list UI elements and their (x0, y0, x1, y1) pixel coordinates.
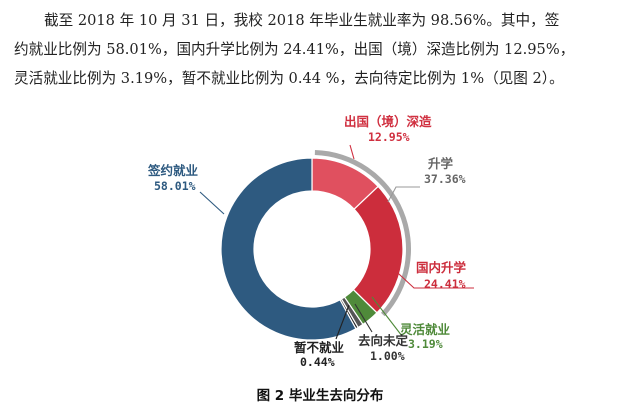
leader-abroad (349, 144, 355, 160)
leader-domestic (385, 261, 474, 289)
leader-signed (199, 191, 225, 215)
intro-paragraph: 截至 2018 年 10 月 31 日，我校 2018 年毕业生就业率为 98.… (14, 6, 634, 93)
slice-label-signed: 签约就业 (147, 163, 199, 178)
slice-value-abroad: 12.95% (368, 130, 410, 144)
slice-value-domestic: 24.41% (424, 277, 466, 291)
group-label-further-study: 升学 (428, 156, 454, 171)
group-value-further-study: 37.36% (424, 172, 466, 186)
slice-value-not-employed: 0.44% (300, 355, 335, 369)
group-arc-further-study (314, 150, 411, 317)
slice-signed (220, 157, 357, 341)
paragraph-line-2: 约就业比例为 58.01%，国内升学比例为 24.41%，出国（境）深造比例为 … (14, 41, 575, 58)
slice-value-signed: 58.01% (154, 179, 196, 193)
slice-label-flexible: 灵活就业 (400, 322, 451, 337)
slice-value-undecided: 1.00% (370, 349, 405, 363)
slice-label-not-employed: 暂不就业 (294, 340, 345, 355)
leader-not-employed (335, 304, 350, 340)
slice-label-domestic: 国内升学 (416, 260, 467, 275)
slice-label-undecided: 去向未定 (358, 333, 409, 348)
paragraph-line-1: 截至 2018 年 10 月 31 日，我校 2018 年毕业生就业率为 98.… (44, 12, 560, 29)
slice-value-flexible: 3.19% (408, 337, 443, 351)
leader-undecided (354, 303, 373, 333)
paragraph-line-3: 灵活就业比例为 3.19%，暂不就业比例为 0.44 %，去向待定比例为 1%（… (14, 70, 564, 87)
slice-label-abroad: 出国（境）深造 (344, 114, 432, 129)
figure-caption: 图 2 毕业生去向分布 (256, 388, 384, 404)
leader-group (387, 186, 420, 203)
destination-donut-chart: 出国（境）深造 12.95% 升学 37.36% 国内升学 24.41% 灵活就… (147, 114, 474, 369)
leader-flexible (371, 296, 403, 337)
